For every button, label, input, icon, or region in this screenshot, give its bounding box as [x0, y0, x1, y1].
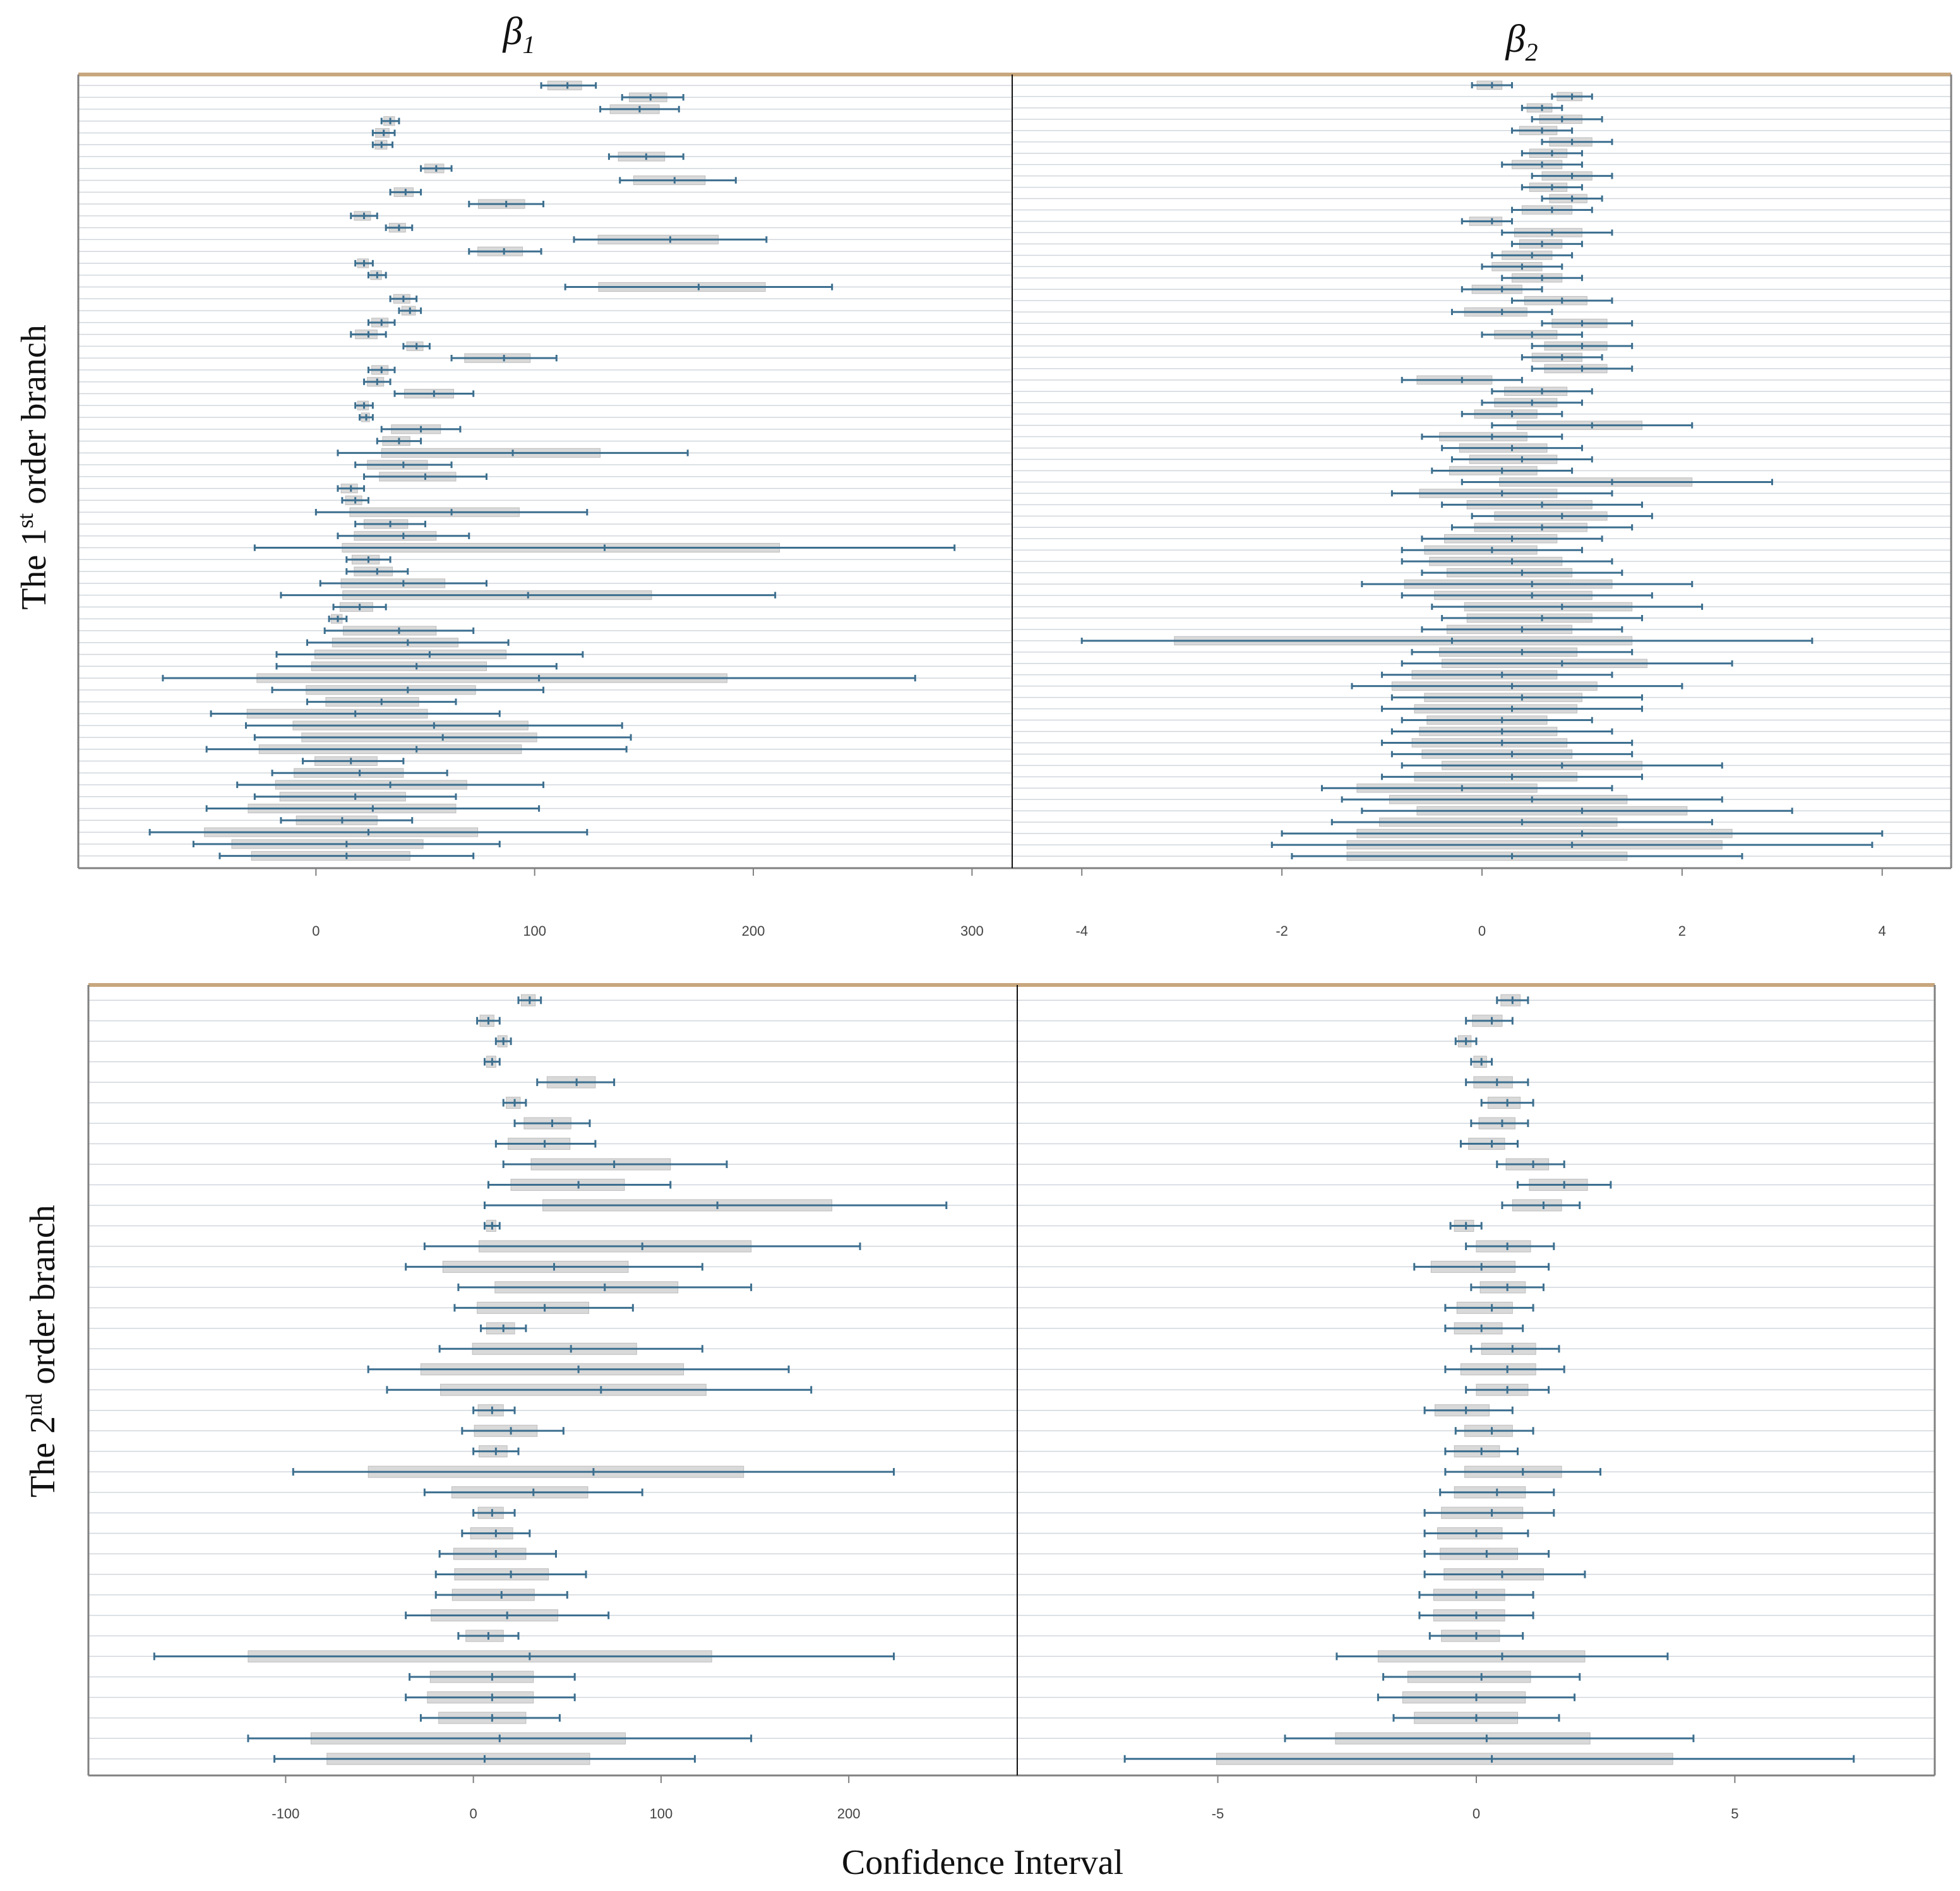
panel-top-left: 0 100 200 300	[77, 73, 1014, 939]
x-tick-label: 4	[1879, 923, 1886, 939]
panel-background	[1018, 985, 1935, 1775]
panel-bottom-left: -100 0 100 200	[87, 983, 1019, 1822]
beta1-title: β1	[503, 10, 535, 59]
x-tick-label: 0	[312, 923, 320, 939]
x-tick-label: 100	[523, 923, 546, 939]
x-tick-label: -5	[1212, 1806, 1224, 1822]
x-tick-label: 0	[1473, 1806, 1480, 1822]
y-axis-label-bottom: The 2nd order branch	[21, 1205, 63, 1498]
panel-background	[78, 75, 1013, 868]
forest-plots: 0 100 200 300 -4 -2 0 2 4 -100 0 100 200 -5 0 5	[77, 73, 1952, 1822]
x-tick-label: 5	[1731, 1806, 1738, 1822]
y-axis-label-top: The 1st order branch	[13, 325, 54, 610]
x-axis-label: Confidence Interval	[842, 1843, 1123, 1882]
x-tick-label: 200	[742, 923, 765, 939]
x-tick-label: 200	[837, 1806, 861, 1822]
x-tick-label: 0	[1478, 923, 1486, 939]
x-tick-label: 2	[1678, 923, 1686, 939]
x-tick-label: -2	[1276, 923, 1288, 939]
x-tick-label: 100	[650, 1806, 673, 1822]
beta2-title: β2	[1505, 18, 1538, 66]
x-tick-label: -100	[272, 1806, 299, 1822]
panel-top-right: -4 -2 0 2 4	[1013, 73, 1952, 939]
panel-bottom-right: -5 0 5	[1018, 983, 1936, 1822]
x-tick-label: 0	[470, 1806, 477, 1822]
x-tick-label: -4	[1075, 923, 1088, 939]
x-tick-label: 300	[960, 923, 984, 939]
panel-background	[88, 985, 1018, 1775]
